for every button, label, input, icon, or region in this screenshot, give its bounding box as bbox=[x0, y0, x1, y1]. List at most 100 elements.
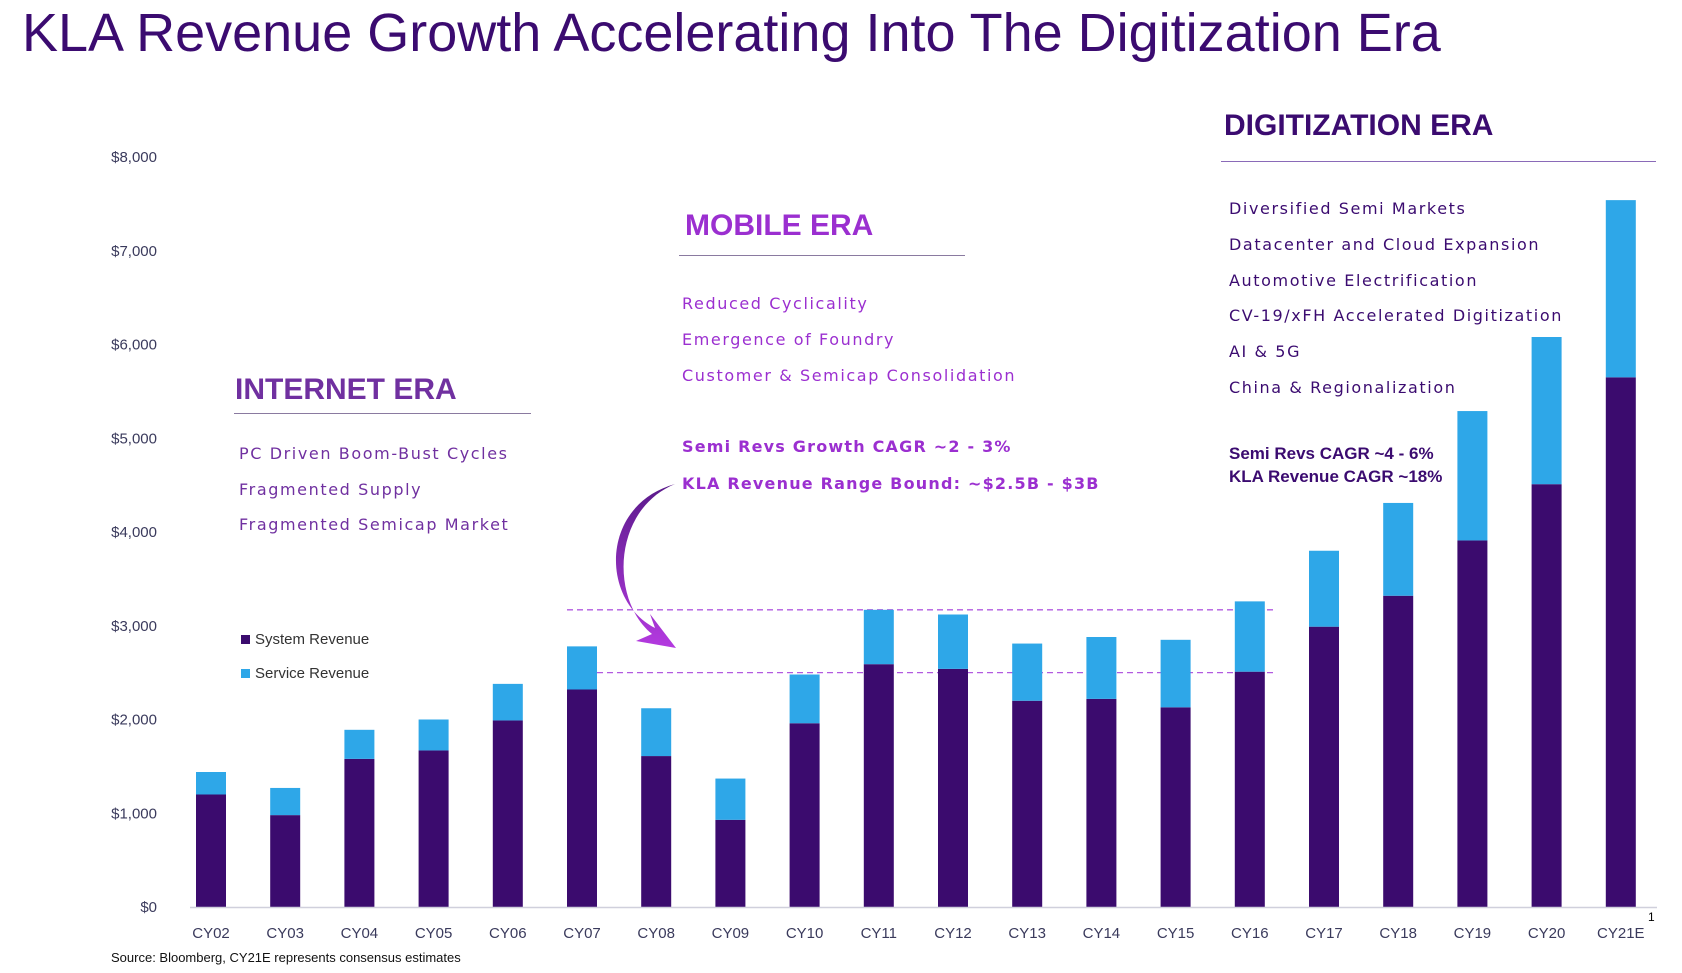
x-tick-label: CY20 bbox=[1528, 925, 1566, 942]
digitization-era-item: Automotive Electrification bbox=[1229, 271, 1479, 290]
legend-label-system: System Revenue bbox=[255, 631, 370, 648]
mobile-era-item: Emergence of Foundry bbox=[682, 330, 896, 349]
bar-system-CY10 bbox=[789, 723, 820, 907]
bar-system-CY05 bbox=[418, 750, 449, 907]
bar-system-CY21E bbox=[1605, 377, 1636, 907]
internet-era-item: Fragmented Semicap Market bbox=[239, 515, 510, 534]
bar-service-CY11 bbox=[863, 609, 894, 665]
bar-system-CY03 bbox=[270, 815, 301, 907]
legend-swatch-system bbox=[241, 635, 250, 644]
bar-system-CY20 bbox=[1531, 484, 1562, 907]
x-tick-label: CY15 bbox=[1157, 925, 1195, 942]
x-tick-label: CY13 bbox=[1008, 925, 1046, 942]
bar-service-CY09 bbox=[715, 778, 746, 820]
x-tick-label: CY08 bbox=[637, 925, 675, 942]
y-tick-label: $1,000 bbox=[111, 805, 157, 822]
digitization-era-divider bbox=[1221, 161, 1656, 162]
x-tick-label: CY10 bbox=[786, 925, 824, 942]
bar-service-CY14 bbox=[1086, 637, 1117, 699]
digitization-era-item: AI & 5G bbox=[1229, 342, 1302, 361]
bar-service-CY08 bbox=[641, 708, 672, 757]
bar-system-CY19 bbox=[1457, 540, 1488, 907]
y-tick-label: $2,000 bbox=[111, 712, 157, 729]
x-tick-label: CY03 bbox=[266, 925, 304, 942]
internet-era-item: PC Driven Boom-Bust Cycles bbox=[239, 444, 509, 463]
curved-arrow-icon bbox=[615, 484, 676, 648]
footnote-marker: 1 bbox=[1648, 910, 1655, 924]
bar-system-CY13 bbox=[1012, 700, 1043, 907]
x-tick-label: CY09 bbox=[712, 925, 750, 942]
x-tick-label: CY21E bbox=[1597, 925, 1645, 942]
bar-system-CY18 bbox=[1383, 595, 1414, 907]
bar-system-CY11 bbox=[863, 664, 894, 907]
bar-service-CY12 bbox=[938, 614, 968, 669]
internet-era-divider bbox=[234, 413, 531, 414]
bar-service-CY13 bbox=[1012, 643, 1043, 701]
x-tick-label: CY07 bbox=[563, 925, 601, 942]
x-tick-label: CY17 bbox=[1305, 925, 1343, 942]
x-tick-label: CY12 bbox=[934, 925, 972, 942]
digitization-era-item: China & Regionalization bbox=[1229, 378, 1457, 397]
mobile-era-highlight: Semi Revs Growth CAGR ~2 - 3% bbox=[682, 437, 1012, 456]
x-tick-label: CY02 bbox=[192, 925, 230, 942]
digitization-era-item: CV-19/xFH Accelerated Digitization bbox=[1229, 306, 1563, 325]
bar-service-CY21E bbox=[1605, 200, 1636, 378]
mobile-era-item: Reduced Cyclicality bbox=[682, 294, 869, 313]
x-tick-label: CY14 bbox=[1083, 925, 1121, 942]
digitization-era-item: Datacenter and Cloud Expansion bbox=[1229, 235, 1541, 254]
x-tick-label: CY19 bbox=[1454, 925, 1492, 942]
bar-system-CY15 bbox=[1160, 707, 1191, 907]
legend-label-service: Service Revenue bbox=[255, 665, 370, 682]
bar-service-CY18 bbox=[1383, 502, 1414, 596]
bar-service-CY15 bbox=[1160, 639, 1191, 708]
bar-service-CY04 bbox=[344, 729, 375, 759]
digitization-era-highlight: Semi Revs CAGR ~4 - 6% bbox=[1229, 444, 1434, 463]
bar-system-CY12 bbox=[938, 668, 968, 907]
internet-era-heading: INTERNET ERA bbox=[235, 373, 457, 406]
bar-system-CY06 bbox=[492, 720, 523, 907]
mobile-era-highlight: KLA Revenue Range Bound: ~$2.5B - $3B bbox=[682, 474, 1100, 493]
bar-service-CY05 bbox=[418, 719, 449, 751]
y-tick-label: $4,000 bbox=[111, 524, 157, 541]
y-tick-label: $8,000 bbox=[111, 149, 157, 166]
bar-system-CY02 bbox=[196, 794, 226, 907]
x-tick-label: CY16 bbox=[1231, 925, 1269, 942]
y-tick-label: $7,000 bbox=[111, 243, 157, 260]
bar-service-CY10 bbox=[789, 674, 820, 724]
bar-system-CY16 bbox=[1234, 671, 1265, 907]
bar-system-CY07 bbox=[567, 689, 597, 907]
mobile-era-item: Customer & Semicap Consolidation bbox=[682, 366, 1017, 385]
bar-system-CY08 bbox=[641, 756, 672, 907]
x-tick-label: CY11 bbox=[861, 925, 897, 942]
x-tick-label: CY06 bbox=[489, 925, 527, 942]
legend-swatch-service bbox=[241, 669, 250, 678]
x-tick-label: CY04 bbox=[341, 925, 379, 942]
bar-service-CY03 bbox=[270, 787, 301, 816]
digitization-era-heading: DIGITIZATION ERA bbox=[1224, 109, 1494, 142]
y-tick-label: $3,000 bbox=[111, 618, 157, 635]
mobile-era-divider bbox=[679, 255, 965, 256]
bar-service-CY19 bbox=[1457, 411, 1488, 541]
y-tick-label: $6,000 bbox=[111, 337, 157, 354]
bar-system-CY04 bbox=[344, 758, 375, 907]
bar-system-CY09 bbox=[715, 819, 746, 907]
y-tick-label: $0 bbox=[140, 899, 157, 916]
digitization-era-item: Diversified Semi Markets bbox=[1229, 199, 1467, 218]
bar-service-CY16 bbox=[1234, 601, 1265, 672]
page-title: KLA Revenue Growth Accelerating Into The… bbox=[22, 3, 1441, 63]
digitization-era-highlight: KLA Revenue CAGR ~18% bbox=[1229, 467, 1443, 486]
bar-system-CY14 bbox=[1086, 698, 1117, 907]
source-note: Source: Bloomberg, CY21E represents cons… bbox=[111, 950, 461, 965]
mobile-era-heading: MOBILE ERA bbox=[685, 209, 874, 242]
bar-service-CY20 bbox=[1531, 337, 1562, 485]
bar-service-CY02 bbox=[196, 772, 226, 795]
internet-era-item: Fragmented Supply bbox=[239, 480, 423, 499]
y-tick-label: $5,000 bbox=[111, 430, 157, 447]
x-tick-label: CY05 bbox=[415, 925, 453, 942]
x-tick-label: CY18 bbox=[1379, 925, 1417, 942]
bar-service-CY06 bbox=[492, 683, 523, 721]
bar-service-CY17 bbox=[1309, 550, 1339, 627]
bar-system-CY17 bbox=[1309, 626, 1339, 907]
bar-service-CY07 bbox=[567, 646, 597, 690]
